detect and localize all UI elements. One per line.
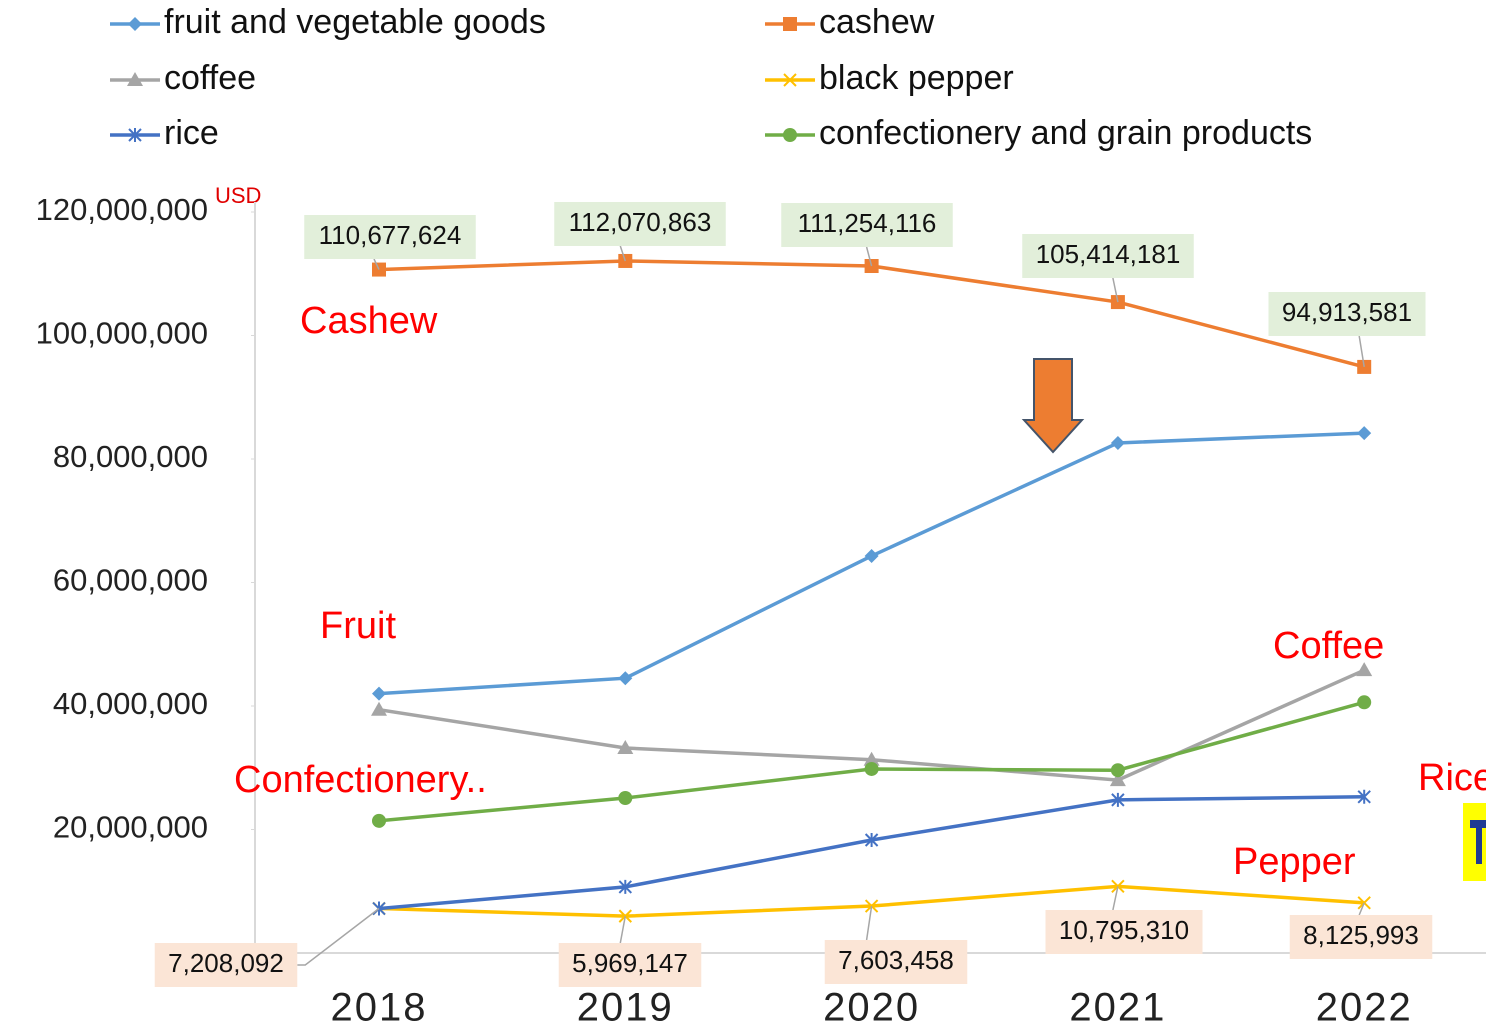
data-point [863, 751, 880, 766]
legend-item: fruit and vegetable goods [110, 3, 546, 41]
data-label-box [1289, 915, 1433, 959]
legend-label: rice [164, 114, 219, 152]
data-label: 5,969,147 [572, 948, 688, 978]
annotation: Rice [1418, 757, 1486, 799]
data-label: 94,913,581 [1282, 297, 1412, 327]
data-point [618, 791, 633, 806]
legend-item: rice [110, 114, 219, 152]
data-label-box [1268, 292, 1426, 336]
data-point [618, 879, 633, 894]
leader-line [1358, 902, 1365, 916]
data-label: 110,677,624 [319, 220, 462, 250]
x-tick-label: 2020 [823, 986, 920, 1030]
legend-label: cashew [819, 3, 935, 41]
legend-marker [783, 17, 797, 31]
data-point [1110, 763, 1125, 778]
data-point [372, 686, 386, 701]
data-point [1111, 792, 1125, 807]
annotation: Coffee [1273, 625, 1384, 667]
down-arrow [1021, 358, 1085, 454]
data-point [1109, 772, 1126, 787]
highlight-glyph [1476, 820, 1482, 864]
data-point [372, 813, 386, 828]
data-point [1357, 426, 1372, 441]
data-point [618, 671, 633, 686]
leader-line [865, 905, 873, 941]
legend-label: coffee [164, 59, 256, 97]
data-label-box [558, 943, 702, 987]
legend-label: black pepper [819, 59, 1014, 97]
x-tick-label: 2021 [1069, 986, 1166, 1030]
data-label: 112,070,863 [569, 207, 712, 237]
data-point [1110, 435, 1125, 450]
y-tick-label: 120,000,000 [36, 192, 208, 227]
leader-line [373, 258, 380, 270]
x-tick-label: 2019 [577, 986, 674, 1030]
annotation: Cashew [300, 300, 438, 342]
y-tick-label: 60,000,000 [53, 563, 208, 598]
data-label: 10,795,310 [1059, 915, 1189, 945]
leader-line [619, 916, 627, 944]
unit-label: USD [215, 183, 261, 208]
x-tick-label: 2022 [1316, 986, 1413, 1030]
data-point [1357, 695, 1372, 710]
data-label-box [154, 943, 298, 987]
x-tick-label: 2018 [331, 986, 428, 1030]
annotation: Confectionery.. [234, 759, 487, 801]
y-tick-label: 20,000,000 [53, 810, 208, 845]
data-point [1357, 789, 1371, 804]
leader-line [1112, 886, 1119, 911]
data-point [1356, 662, 1373, 677]
data-point [617, 739, 634, 754]
leader-line [1358, 335, 1365, 368]
legend-item: confectionery and grain products [765, 114, 1312, 152]
data-label-box [1045, 910, 1203, 954]
legend-marker [127, 72, 143, 86]
annotation: Fruit [320, 605, 396, 647]
legend-marker [128, 128, 142, 142]
leader-line [619, 245, 627, 262]
data-point [864, 548, 879, 563]
data-label: 105,414,181 [1036, 239, 1181, 269]
legend-marker [128, 17, 142, 31]
legend-item: coffee [110, 59, 256, 97]
data-point [864, 832, 879, 847]
data-point [371, 701, 387, 716]
annotation: Pepper [1233, 841, 1356, 883]
legend-label: confectionery and grain products [819, 114, 1312, 152]
legend-item: black pepper [765, 59, 1014, 97]
data-label-box [304, 215, 476, 259]
legend-marker [783, 73, 797, 87]
y-tick-label: 80,000,000 [53, 439, 208, 474]
legend-item: cashew [765, 3, 935, 41]
legend-marker [783, 128, 797, 142]
data-label-box [824, 940, 968, 984]
data-label-box [1022, 234, 1194, 278]
highlight-box [1463, 803, 1486, 881]
data-label-box [554, 202, 726, 246]
data-point [864, 761, 879, 776]
data-label: 8,125,993 [1303, 920, 1419, 950]
data-label: 7,208,092 [168, 948, 284, 978]
leader-line [1112, 277, 1119, 303]
y-tick-label: 40,000,000 [53, 686, 208, 721]
data-label: 7,603,458 [838, 945, 954, 975]
data-label-box [781, 203, 953, 247]
data-label: 111,254,116 [798, 208, 937, 238]
leader-line [865, 246, 873, 267]
y-tick-label: 100,000,000 [36, 316, 208, 351]
leader-line [297, 907, 380, 966]
legend-label: fruit and vegetable goods [164, 3, 546, 41]
